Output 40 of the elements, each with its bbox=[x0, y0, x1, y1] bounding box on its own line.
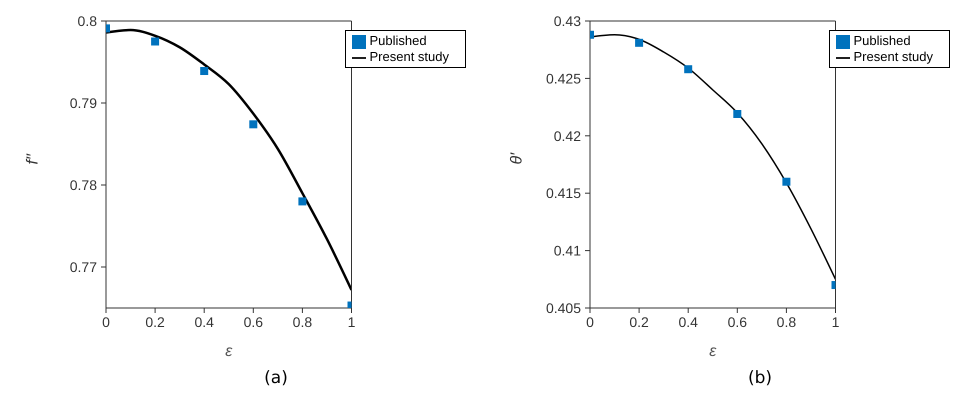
y-tick-label: 0.43 bbox=[554, 12, 582, 29]
y-tick-label: 0.41 bbox=[554, 242, 582, 259]
x-tick-label: 1 bbox=[348, 314, 356, 330]
text: (a) bbox=[263, 368, 289, 388]
point bbox=[635, 38, 644, 47]
y-tick-label: 0.78 bbox=[70, 176, 98, 193]
point bbox=[151, 38, 160, 46]
y-axis-title: f′′ bbox=[24, 153, 42, 164]
x-axis-title: ε bbox=[225, 343, 234, 360]
point bbox=[733, 110, 742, 118]
x-tick-label: 0 bbox=[586, 314, 594, 330]
legend-label: Published bbox=[370, 33, 427, 48]
x-tick-label: 0.4 bbox=[678, 314, 698, 330]
point bbox=[298, 197, 306, 206]
point bbox=[200, 67, 208, 76]
x-tick-label: 0 bbox=[102, 314, 110, 330]
legend-label: Present study bbox=[854, 49, 933, 64]
x-tick-label: 0.2 bbox=[629, 314, 650, 330]
text: (b) bbox=[746, 368, 774, 388]
x-tick-label: 0.8 bbox=[292, 314, 312, 330]
y-tick-label: 0.425 bbox=[546, 70, 582, 86]
y-tick-label: 0.42 bbox=[554, 128, 582, 144]
y-tick-label: 0.77 bbox=[70, 258, 98, 275]
x-tick-label: 0.6 bbox=[728, 314, 748, 330]
point bbox=[782, 178, 790, 186]
y-tick-label: 0.415 bbox=[546, 185, 582, 202]
point bbox=[684, 65, 692, 74]
x-tick-label: 0.8 bbox=[776, 314, 796, 330]
y-tick-label: 0.405 bbox=[546, 300, 582, 316]
legend-label: Present study bbox=[370, 49, 449, 64]
point bbox=[249, 120, 258, 128]
x-tick-label: 0.6 bbox=[244, 314, 264, 330]
y-tick-label: 0.8 bbox=[78, 12, 98, 29]
y-tick-label: 0.79 bbox=[70, 94, 98, 111]
x-tick-label: 0.2 bbox=[145, 314, 166, 330]
y-axis-title: θ′ bbox=[508, 152, 526, 164]
x-axis-title: ε bbox=[709, 343, 718, 360]
x-tick-label: 1 bbox=[832, 314, 840, 330]
x-tick-label: 0.4 bbox=[194, 314, 214, 330]
legend-label: Published bbox=[854, 33, 911, 48]
